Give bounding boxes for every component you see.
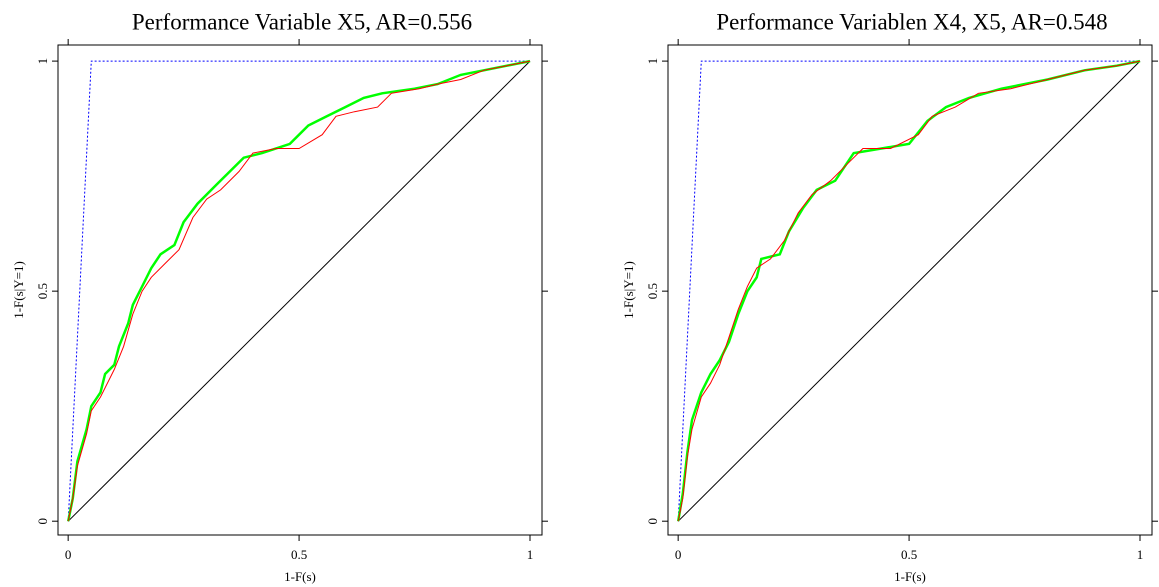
x-tick-label: 0.5 — [901, 547, 917, 562]
y-tick-label: 0 — [35, 518, 50, 525]
x-tick-label: 1 — [1137, 547, 1144, 562]
plot-frame — [57, 44, 543, 536]
y-tick-label: 1 — [35, 58, 50, 65]
curve — [676, 59, 1141, 522]
curve — [677, 60, 1141, 522]
x-tick-label: 0.5 — [291, 547, 307, 562]
curve — [67, 60, 530, 522]
y-axis-label: 1-F(s|Y=1) — [621, 261, 636, 319]
curve — [66, 59, 531, 522]
chart-title: Performance Variablen X4, X5, AR=0.548 — [716, 9, 1107, 34]
y-axis-label: 1-F(s|Y=1) — [11, 261, 26, 319]
curve — [677, 60, 1140, 522]
curve — [67, 60, 531, 522]
y-tick-label: 0 — [645, 518, 660, 525]
curve — [677, 60, 1141, 522]
x-tick-label: 0 — [675, 547, 682, 562]
x-axis-label: 1-F(s) — [894, 569, 926, 584]
x-tick-label: 0 — [65, 547, 72, 562]
y-tick-label: 0.5 — [35, 283, 50, 299]
chart-title: Performance Variable X5, AR=0.556 — [132, 9, 472, 34]
y-tick-label: 0.5 — [645, 283, 660, 299]
y-tick-label: 1 — [645, 58, 660, 65]
x-tick-label: 1 — [527, 547, 534, 562]
curve — [67, 60, 531, 522]
plot-frame — [667, 44, 1153, 536]
x-axis-label: 1-F(s) — [284, 569, 316, 584]
